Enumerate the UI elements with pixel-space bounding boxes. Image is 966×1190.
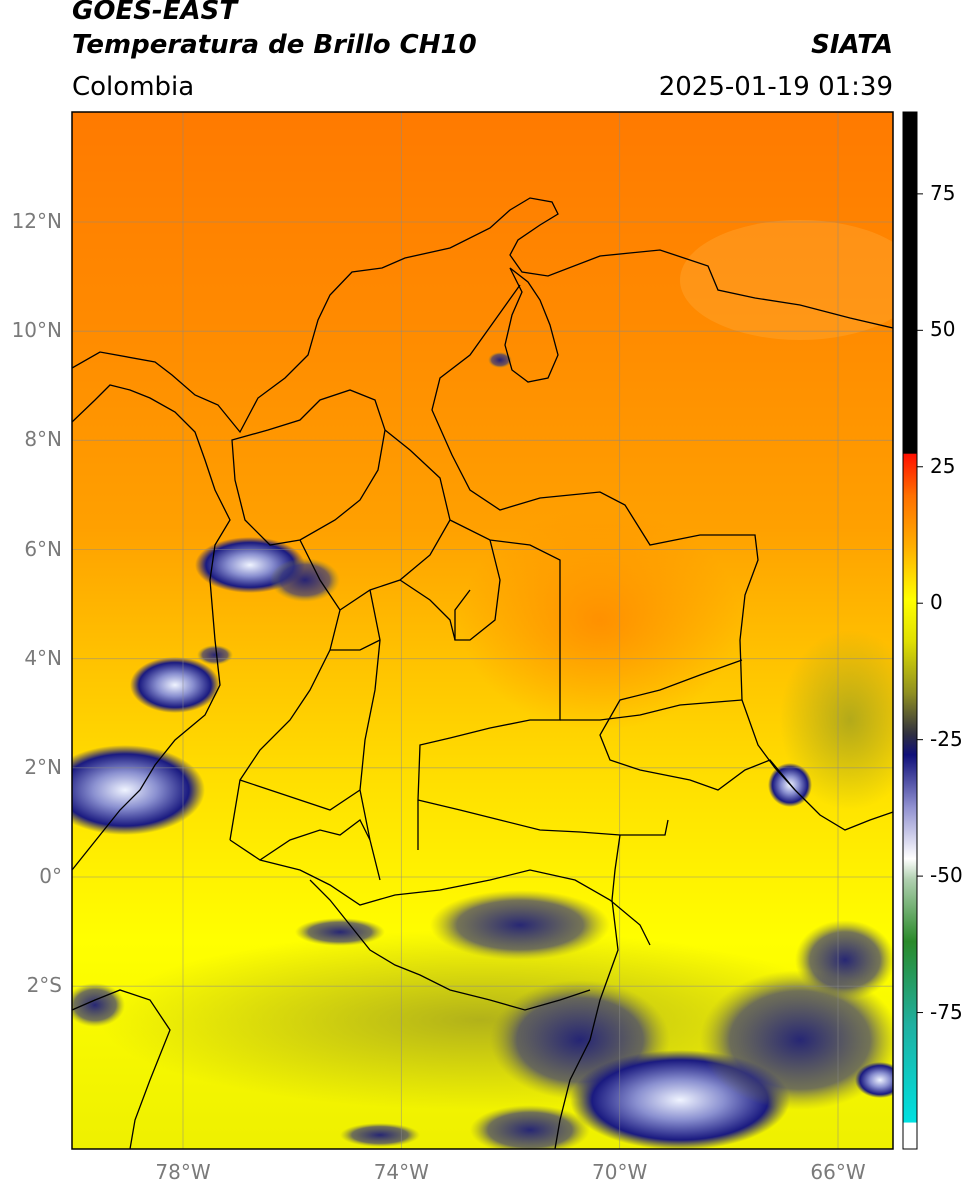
peru-coast (72, 989, 171, 1149)
cloud-cluster (295, 918, 385, 946)
caribbean-coast (72, 197, 893, 434)
longitude-label: 70°W (592, 1160, 648, 1184)
longitude-label: 74°W (373, 1160, 429, 1184)
colorbar-tick-label: -50 (930, 863, 963, 888)
longitude-label: 66°W (810, 1160, 866, 1184)
interior-dept-11 (259, 819, 371, 861)
cloud-cluster (270, 558, 340, 602)
cloud-cluster (72, 745, 205, 835)
east-venezuela-border (794, 789, 893, 831)
latitude-label: 12°N (11, 209, 62, 233)
latitude-label: 2°S (26, 973, 62, 998)
pacific-coast (72, 384, 231, 871)
interior-dept-7 (417, 799, 669, 836)
brazil-peru-border (554, 834, 621, 1149)
product-title: Temperatura de Brillo CH10 (72, 30, 477, 60)
olive-haze-east (780, 630, 893, 810)
latitude-label: 0° (39, 864, 62, 888)
colorbar-frame (902, 111, 918, 1150)
cloud-cluster (430, 890, 610, 960)
interior-dept-3 (339, 429, 451, 611)
warm-area (460, 510, 740, 730)
timestamp-label: 2025-01-19 01:39 (658, 72, 893, 102)
interior-dept-2 (229, 539, 341, 841)
peru-ecuador-border (309, 879, 591, 1011)
interior-dept-8 (454, 539, 501, 641)
warm-haze (680, 220, 893, 340)
interior-dept-10 (239, 779, 361, 811)
agency-label: SIATA (811, 30, 893, 60)
region-label: Colombia (72, 72, 195, 102)
cloud-cluster (488, 352, 512, 368)
cloud-cluster (197, 645, 233, 665)
cloud-cluster (340, 1123, 420, 1147)
colorbar-tick-label: 50 (930, 317, 956, 342)
colorbar-tick-label: 0 (930, 590, 943, 615)
colorbar-ticks (917, 193, 923, 1014)
latitude-label: 6°N (24, 536, 62, 561)
latitude-label: 2°N (24, 754, 62, 779)
colorbar-tick-label: 75 (930, 180, 956, 205)
colombia-venezuela-border (431, 284, 796, 791)
latitude-label: 4°N (24, 645, 62, 670)
southern-border (229, 839, 651, 946)
colorbar-tick-label: -25 (930, 726, 963, 751)
cloud-cluster (700, 970, 893, 1110)
cloud-cluster (72, 983, 125, 1027)
map-frame (71, 111, 894, 1150)
cloud-cluster (470, 1105, 590, 1149)
interior-dept-6 (560, 699, 743, 721)
longitude-label: 78°W (155, 1160, 211, 1184)
cloud-cluster (795, 920, 893, 1000)
maracaibo-lake (504, 267, 559, 383)
colombia-brazil-border (599, 659, 796, 791)
cloud-cluster (130, 657, 220, 713)
satellite-title: GOES-EAST (72, 0, 238, 26)
latitude-label: 10°N (11, 318, 62, 343)
coastline-and-borders (72, 197, 893, 1149)
colorbar-tick-label: 25 (930, 453, 956, 478)
latitude-label: 8°N (24, 427, 62, 452)
interior-dept-9 (330, 639, 381, 651)
interior-dept-1 (231, 389, 386, 546)
colorbar-tick-label: -75 (930, 999, 963, 1024)
graticule (72, 112, 893, 1149)
cloud-cluster (855, 1062, 893, 1098)
colorbar (903, 112, 917, 1149)
interior-dept-12 (399, 579, 456, 641)
